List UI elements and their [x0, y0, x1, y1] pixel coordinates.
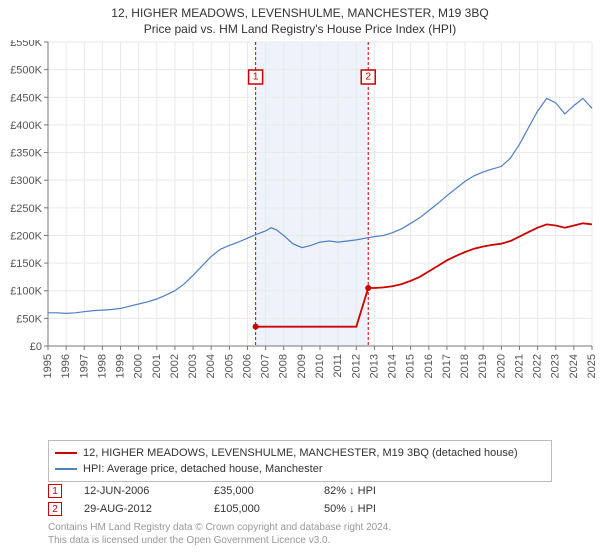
svg-text:2012: 2012 [350, 354, 362, 378]
sale-marker-1: 1 [48, 484, 62, 498]
svg-text:2: 2 [365, 72, 371, 83]
sales-table: 1 12-JUN-2006 £35,000 82% ↓ HPI 2 29-AUG… [48, 482, 552, 518]
svg-text:2023: 2023 [550, 354, 562, 378]
footer-line-2: This data is licensed under the Open Gov… [48, 535, 552, 548]
svg-text:£550K: £550K [10, 40, 42, 49]
footer: Contains HM Land Registry data © Crown c… [48, 522, 552, 547]
sale-price-2: £105,000 [214, 503, 324, 515]
svg-text:2002: 2002 [169, 354, 181, 378]
svg-text:£350K: £350K [10, 148, 42, 160]
svg-text:2006: 2006 [241, 354, 253, 378]
legend-label-address: 12, HIGHER MEADOWS, LEVENSHULME, MANCHES… [83, 447, 518, 459]
svg-text:2025: 2025 [586, 354, 598, 378]
svg-text:1999: 1999 [115, 354, 127, 378]
sale-delta-1: 82% ↓ HPI [324, 485, 464, 497]
svg-text:1997: 1997 [78, 354, 90, 378]
svg-text:2005: 2005 [223, 354, 235, 378]
svg-text:2018: 2018 [459, 354, 471, 378]
svg-text:£50K: £50K [16, 313, 42, 325]
svg-text:2014: 2014 [387, 354, 399, 378]
sale-row-2: 2 29-AUG-2012 £105,000 50% ↓ HPI [48, 500, 552, 518]
sale-marker-2: 2 [48, 502, 62, 516]
chart-area: £0 £50K £100K £150K £200K £250K £300K £350K £400… [0, 40, 600, 396]
svg-text:£200K: £200K [10, 230, 42, 242]
svg-text:2008: 2008 [278, 354, 290, 378]
svg-text:£400K: £400K [10, 120, 42, 132]
svg-text:£100K: £100K [10, 286, 42, 298]
svg-text:2010: 2010 [314, 354, 326, 378]
svg-text:1998: 1998 [96, 354, 108, 378]
legend-item-hpi: HPI: Average price, detached house, Manc… [55, 461, 545, 477]
legend-swatch-address [55, 452, 77, 454]
svg-text:2024: 2024 [568, 354, 580, 378]
svg-text:2013: 2013 [368, 354, 380, 378]
svg-text:2022: 2022 [532, 354, 544, 378]
legend-swatch-hpi [55, 468, 77, 470]
svg-text:£250K: £250K [10, 203, 42, 215]
svg-text:2016: 2016 [423, 354, 435, 378]
sale-price-1: £35,000 [214, 485, 324, 497]
svg-text:2019: 2019 [477, 354, 489, 378]
svg-text:£300K: £300K [10, 175, 42, 187]
svg-text:2004: 2004 [205, 354, 217, 378]
svg-text:2003: 2003 [187, 354, 199, 378]
sale-date-2: 29-AUG-2012 [84, 503, 214, 515]
svg-text:2017: 2017 [441, 354, 453, 378]
svg-text:2001: 2001 [151, 354, 163, 378]
legend-item-address: 12, HIGHER MEADOWS, LEVENSHULME, MANCHES… [55, 445, 545, 461]
svg-text:2009: 2009 [296, 354, 308, 378]
svg-text:£500K: £500K [10, 65, 42, 77]
svg-text:2020: 2020 [495, 354, 507, 378]
sale-date-1: 12-JUN-2006 [84, 485, 214, 497]
svg-text:1995: 1995 [42, 354, 54, 378]
footer-line-1: Contains HM Land Registry data © Crown c… [48, 522, 552, 535]
legend-label-hpi: HPI: Average price, detached house, Manc… [83, 463, 323, 475]
svg-text:2007: 2007 [260, 354, 272, 378]
svg-text:2015: 2015 [405, 354, 417, 378]
sale-row-1: 1 12-JUN-2006 £35,000 82% ↓ HPI [48, 482, 552, 500]
svg-text:2021: 2021 [513, 354, 525, 378]
legend: 12, HIGHER MEADOWS, LEVENSHULME, MANCHES… [48, 440, 552, 482]
svg-text:£150K: £150K [10, 258, 42, 270]
chart-title-sub: Price paid vs. HM Land Registry's House … [0, 20, 600, 40]
svg-text:1996: 1996 [60, 354, 72, 378]
svg-text:2000: 2000 [133, 354, 145, 378]
svg-text:£0: £0 [30, 341, 42, 353]
svg-text:£450K: £450K [10, 92, 42, 104]
chart-title-main: 12, HIGHER MEADOWS, LEVENSHULME, MANCHES… [0, 0, 600, 20]
svg-text:1: 1 [253, 72, 259, 83]
svg-text:2011: 2011 [332, 354, 344, 378]
sale-delta-2: 50% ↓ HPI [324, 503, 464, 515]
